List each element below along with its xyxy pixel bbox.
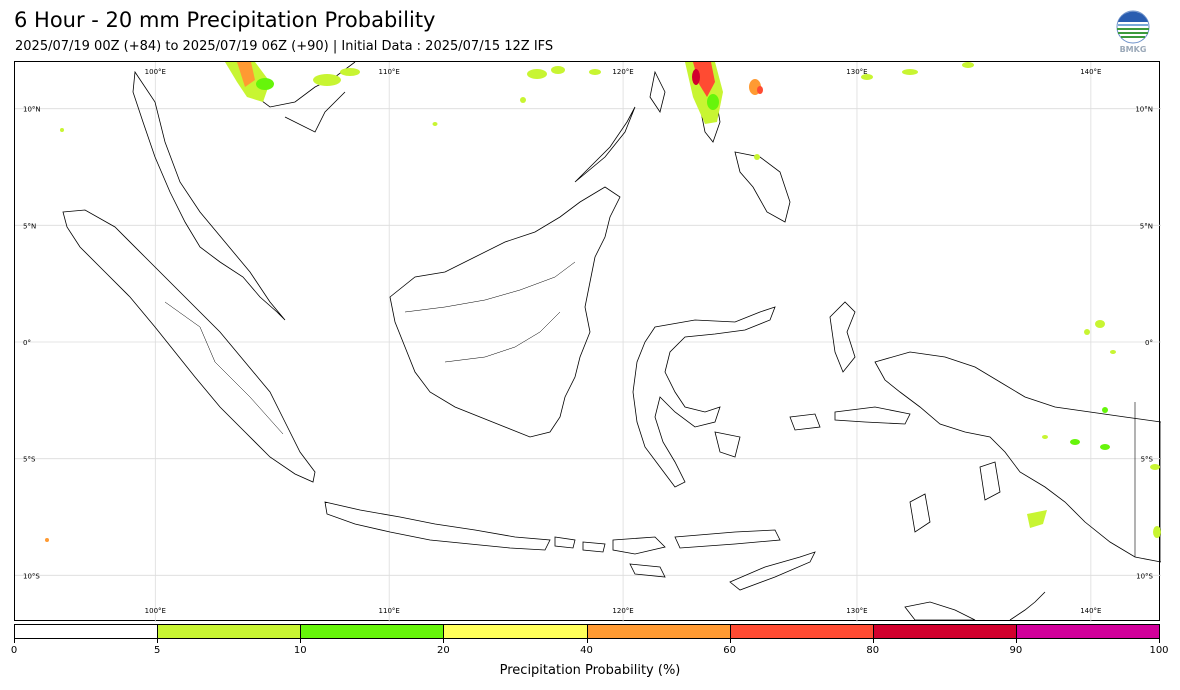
landmass-outlines bbox=[62, 62, 1161, 621]
chart-subtitle: 2025/07/19 00Z (+84) to 2025/07/19 06Z (… bbox=[15, 39, 554, 54]
colorbar-tick-label: 100 bbox=[1149, 645, 1169, 656]
malay-peninsula-outline bbox=[132, 70, 286, 321]
lat-label: 0° bbox=[1145, 339, 1153, 347]
lon-label: 100°E bbox=[145, 607, 166, 615]
new-guinea-outline bbox=[874, 351, 1161, 563]
map-canvas: 100°E 110°E 120°E 130°E 140°E 100°E 110°E 120°… bbox=[15, 62, 1161, 622]
sumatra-outline bbox=[62, 209, 316, 483]
lon-label: 140°E bbox=[1080, 68, 1101, 76]
longitude-labels-top: 100°E 110°E 120°E 130°E 140°E bbox=[145, 68, 1102, 76]
timor-outline bbox=[729, 551, 816, 591]
java-outline bbox=[324, 501, 551, 551]
lon-label: 130°E bbox=[846, 607, 867, 615]
colorbar-ticks: 0 5 10 20 40 60 80 90 100 bbox=[10, 639, 1169, 659]
colorbar-tick bbox=[872, 639, 874, 643]
lon-label: 140°E bbox=[1080, 607, 1101, 615]
latitude-labels-right: 10°N 5°N 0° 5°S 10°S bbox=[1135, 106, 1153, 581]
map-panel: 100°E 110°E 120°E 130°E 140°E 100°E 110°E 120°… bbox=[14, 61, 1161, 622]
bali-outline bbox=[554, 536, 576, 549]
lon-label: 120°E bbox=[612, 607, 633, 615]
borneo-outline bbox=[389, 186, 621, 438]
colorbar-segment bbox=[15, 625, 158, 638]
lat-label: 10°N bbox=[23, 106, 41, 114]
flores-outline bbox=[674, 529, 781, 549]
lat-label: 10°S bbox=[1136, 572, 1153, 580]
lat-label: 5°N bbox=[23, 222, 36, 230]
colorbar-segment bbox=[443, 625, 587, 638]
graticule bbox=[15, 62, 1161, 622]
lombok-outline bbox=[582, 541, 606, 553]
colorbar-tick-label: 80 bbox=[866, 645, 880, 656]
colorbar-tick bbox=[586, 639, 588, 643]
colorbar-tick-label: 90 bbox=[1009, 645, 1023, 656]
precipitation-shading bbox=[45, 62, 1161, 542]
lat-label: 0° bbox=[23, 339, 31, 347]
seram-outline bbox=[834, 406, 911, 425]
colorbar-tick-label: 5 bbox=[153, 645, 161, 656]
colorbar-title: Precipitation Probability (%) bbox=[499, 663, 681, 678]
colorbar-tick bbox=[300, 639, 302, 643]
lat-label: 10°N bbox=[1135, 106, 1153, 114]
colorbar-tick-label: 60 bbox=[723, 645, 736, 656]
lon-label: 100°E bbox=[145, 68, 166, 76]
lat-label: 5°S bbox=[1141, 456, 1154, 464]
halmahera-outline bbox=[829, 301, 856, 373]
colorbar-segment bbox=[729, 625, 873, 638]
colorbar-tick-label: 40 bbox=[580, 645, 593, 656]
longitude-labels-bottom: 100°E 110°E 120°E 130°E 140°E bbox=[145, 607, 1102, 615]
lon-label: 120°E bbox=[612, 68, 633, 76]
latitude-labels-left: 10°N 5°N 0° 5°S 10°S bbox=[23, 106, 41, 581]
colorbar-tick-label: 20 bbox=[437, 645, 450, 656]
colorbar-tick bbox=[1159, 639, 1160, 643]
sumbawa-outline bbox=[612, 536, 666, 555]
colorbar bbox=[14, 624, 1160, 639]
colorbar-tick bbox=[14, 639, 15, 643]
colorbar-tick-label: 10 bbox=[293, 645, 307, 656]
sulawesi-outline bbox=[632, 306, 776, 488]
colorbar-tick bbox=[157, 639, 159, 643]
colorbar-tick bbox=[443, 639, 445, 643]
colorbar-segment bbox=[872, 625, 1016, 638]
precip-patch-arafura bbox=[1027, 510, 1047, 528]
chart-title: 6 Hour - 20 mm Precipitation Probability bbox=[14, 8, 436, 32]
colorbar-tick-label: 0 bbox=[10, 645, 18, 656]
buru-outline bbox=[789, 413, 821, 431]
lon-label: 130°E bbox=[846, 68, 867, 76]
colorbar-segment bbox=[157, 625, 301, 638]
lat-label: 10°S bbox=[23, 572, 40, 580]
bmkg-logo: BMKG bbox=[1114, 10, 1152, 56]
lat-label: 5°S bbox=[23, 456, 36, 464]
lon-label: 110°E bbox=[379, 607, 400, 615]
colorbar-segment bbox=[300, 625, 444, 638]
colorbar-segment bbox=[586, 625, 730, 638]
lon-label: 110°E bbox=[379, 68, 400, 76]
logo-text: BMKG bbox=[1120, 45, 1147, 54]
lat-label: 5°N bbox=[1140, 222, 1153, 230]
colorbar-tick bbox=[729, 639, 731, 643]
colorbar-tick bbox=[1015, 639, 1017, 643]
colorbar-segment bbox=[1015, 625, 1159, 638]
sumba-outline bbox=[629, 563, 666, 578]
